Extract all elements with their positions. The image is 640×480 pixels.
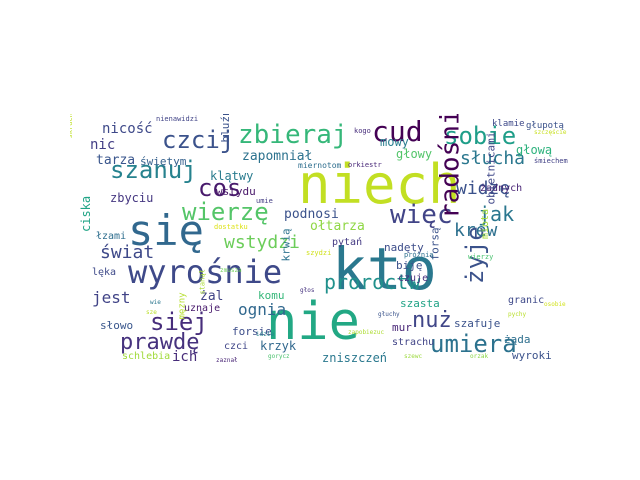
cloud-word: pychy xyxy=(508,311,527,318)
cloud-word: więc xyxy=(390,200,453,230)
cloud-word: zbyciu xyxy=(110,191,154,205)
cloud-word: cos xyxy=(198,174,242,202)
cloud-word: wyroki xyxy=(512,349,552,362)
cloud-word: klątwy xyxy=(210,169,254,183)
cloud-word: żal xyxy=(200,289,224,304)
cloud-word: umiera xyxy=(430,330,517,358)
cloud-word: uznaje xyxy=(184,303,221,314)
cloud-word: wierzy xyxy=(468,253,494,261)
cloud-word: nienawidzi xyxy=(156,115,199,123)
cloud-word: bluźni xyxy=(219,114,233,143)
cloud-word: wie xyxy=(150,299,161,306)
cloud-word: czuje xyxy=(398,273,429,284)
cloud-word: żadnych xyxy=(480,183,523,194)
cloud-word: miota xyxy=(479,208,491,239)
cloud-word: gorycz xyxy=(268,353,290,360)
cloud-word: krew xyxy=(454,220,498,241)
cloud-word: nadęty xyxy=(384,241,424,254)
cloud-word: kogo xyxy=(354,127,371,135)
cloud-word: się xyxy=(128,206,204,255)
cloud-word: czci xyxy=(224,341,249,352)
cloud-word: głupotą xyxy=(526,121,564,131)
cloud-word: jak xyxy=(478,202,515,226)
cloud-word: szafuje xyxy=(454,317,501,330)
cloud-word: ciska xyxy=(78,195,93,232)
cloud-word: żąda xyxy=(504,333,531,346)
cloud-word: lęka xyxy=(92,267,117,278)
cloud-word: cud xyxy=(372,115,423,148)
cloud-word: nuż xyxy=(412,308,452,333)
cloud-word: ich xyxy=(172,349,198,364)
cloud-word: zapomniał xyxy=(242,149,313,164)
cloud-word: biję xyxy=(396,259,423,272)
cloud-word: stanął xyxy=(198,269,207,295)
cloud-word: głowy xyxy=(396,147,433,161)
cloud-word: proroctw xyxy=(324,270,421,294)
cloud-word: męzny xyxy=(177,292,188,320)
cloud-word: nic xyxy=(90,137,116,153)
cloud-word: krzyk xyxy=(260,339,297,353)
cloud-word: świętym xyxy=(140,155,187,168)
cloud-word: czcij xyxy=(162,126,235,154)
cloud-word: kto xyxy=(332,235,437,303)
cloud-word: pytań xyxy=(332,237,363,248)
cloud-word: wstydu xyxy=(216,185,256,198)
cloud-word: klamie xyxy=(492,119,525,129)
cloud-word: zmusza xyxy=(220,267,242,274)
cloud-word: dostatku xyxy=(214,223,248,231)
cloud-word: szydzi xyxy=(306,249,332,257)
cloud-word: orkiestr xyxy=(348,161,382,169)
cloud-word: skruchy xyxy=(70,114,75,139)
cloud-word: ołtarza xyxy=(310,219,365,234)
cloud-word: niech xyxy=(298,153,461,216)
cloud-word: wyrośnie xyxy=(128,253,283,291)
cloud-word: widzę xyxy=(456,178,511,199)
cloud-word: siej xyxy=(150,308,208,336)
cloud-word: słucha xyxy=(460,148,526,169)
cloud-word: szasta xyxy=(400,297,440,310)
cloud-word: łzami xyxy=(96,231,127,242)
cloud-word: szewc xyxy=(404,353,423,360)
cloud-word: jest xyxy=(92,288,131,307)
cloud-word: słowo xyxy=(100,319,134,332)
cloud-word: mowy xyxy=(380,135,409,149)
cloud-word: strachu xyxy=(392,337,435,348)
cloud-word: zniszczeń xyxy=(322,351,388,364)
cloud-word: miernotom xyxy=(298,161,342,170)
cloud-word: szanuj xyxy=(110,156,197,184)
cloud-word: obietnicami xyxy=(484,131,498,205)
cloud-word: wierzę xyxy=(182,198,269,226)
cloud-word: umie xyxy=(256,197,273,205)
cloud-word: szczęście xyxy=(534,129,567,136)
cloud-word: sobie xyxy=(444,122,517,150)
cloud-word: forsie xyxy=(232,325,272,338)
cloud-word: sze xyxy=(146,309,157,316)
cloud-word: schlebia xyxy=(122,351,171,362)
cloud-word: idzie xyxy=(256,331,275,338)
cloud-word: zaznał xyxy=(216,357,238,364)
cloud-word: głową xyxy=(516,143,553,157)
cloud-word: wstydzi xyxy=(224,232,300,253)
cloud-word: śmiechem xyxy=(534,157,568,165)
cloud-word: prawdę xyxy=(120,330,200,355)
cloud-word: głuchy xyxy=(378,311,400,318)
cloud-word: zapobiezuc xyxy=(348,329,385,336)
cloud-word: nicość xyxy=(102,121,153,137)
cloud-word: mur xyxy=(392,321,412,334)
cloud-word: nie xyxy=(266,292,360,352)
cloud-word: komu xyxy=(258,289,285,302)
word-cloud: niech kto nie się wyrośnie umiera czcij … xyxy=(70,114,570,364)
cloud-word: orzak xyxy=(470,353,489,360)
cloud-word: osobie xyxy=(544,301,566,308)
cloud-word: tarza xyxy=(96,153,136,168)
cloud-word: zbieraj xyxy=(238,120,348,150)
cloud-word: krwią xyxy=(279,228,293,262)
cloud-word: głos xyxy=(300,287,315,294)
cloud-word: ognia xyxy=(238,300,287,319)
cloud-word: świat xyxy=(100,242,155,263)
cloud-word: granic xyxy=(508,295,545,306)
cloud-word: próżnią xyxy=(404,251,434,259)
cloud-word: podnosi xyxy=(284,207,339,222)
